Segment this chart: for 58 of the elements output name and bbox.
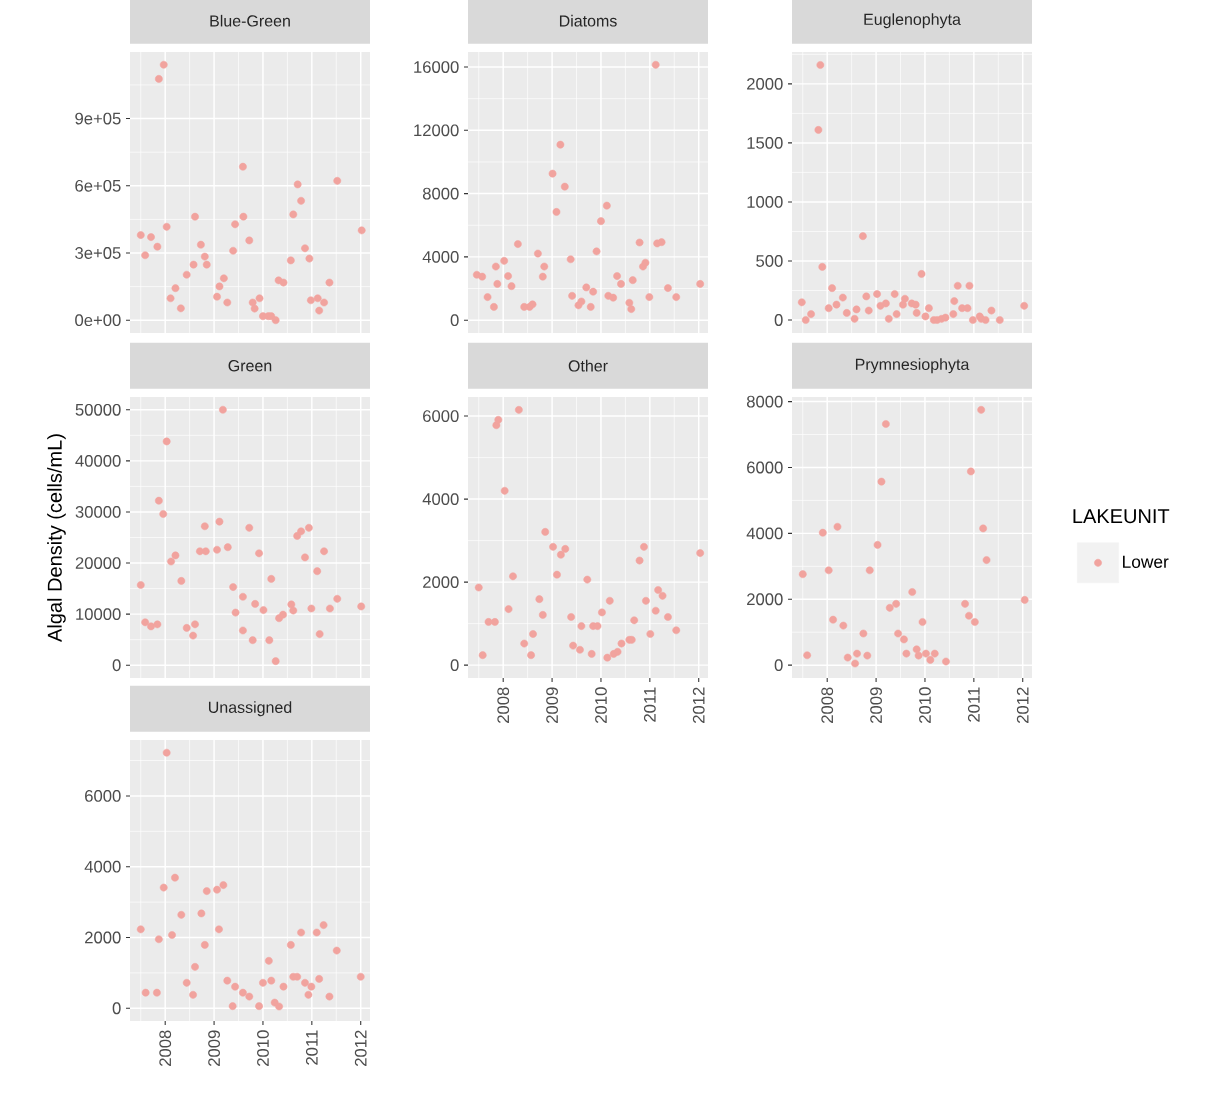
y-tick-label: 0 [774,659,783,672]
y-tick-label: 6000 [423,410,459,422]
x-tick-label: 2009 [546,687,558,723]
chart-title: Diatoms [559,14,617,27]
chart-title: Other [568,359,608,372]
y-tick-label: 3e+05 [75,247,121,259]
x-tick-label: 2008 [821,687,834,723]
y-axis-title: Algal Density (cells/mL) [47,434,66,642]
y-tick-label: 1000 [747,196,783,208]
y-tick-label: 2000 [423,576,459,589]
y-tick-label: 2000 [747,593,783,606]
y-tick-label: 40000 [75,454,121,467]
y-tick-label: 0 [774,314,783,326]
y-tick-label: 0 [112,659,121,672]
y-tick-label: 500 [756,255,783,267]
chart-title: Unassigned [208,701,292,717]
y-tick-label: 10000 [76,608,121,621]
y-tick-label: 2000 [85,931,121,944]
chart-title: Green [228,360,272,372]
y-tick-label: 0 [450,314,459,327]
y-tick-label: 2000 [747,77,783,90]
chart-title: Prymnesiophyta [855,358,970,374]
y-tick-label: 1500 [747,137,783,149]
x-tick-label: 2012 [692,687,705,723]
y-tick-label: 0 [450,659,459,672]
x-tick-label: 2012 [1016,687,1029,723]
x-tick-label: 2011 [643,687,656,722]
y-tick-label: 4000 [422,251,459,263]
y-tick-label: 8000 [422,187,459,200]
x-tick-label: 2009 [208,1030,220,1066]
y-tick-label: 6000 [747,461,783,474]
chart-title: Blue-Green [210,14,290,27]
legend-label: Lower [1123,555,1169,568]
y-tick-label: 30000 [75,506,121,518]
y-tick-label: 4000 [422,493,459,505]
y-tick-label: 16000 [414,61,459,73]
y-tick-label: 9e+05 [75,112,121,125]
y-tick-label: 6000 [85,790,121,802]
y-tick-label: 4000 [746,527,783,540]
y-tick-label: 4000 [84,860,121,873]
legend-title: LAKEUNIT [1073,509,1170,524]
y-tick-label: 6e+05 [75,179,121,192]
x-tick-label: 2009 [870,687,882,723]
y-tick-label: 50000 [75,403,121,416]
x-tick-label: 2012 [354,1030,367,1066]
y-tick-label: 0 [112,1002,121,1015]
y-tick-label: 20000 [75,557,121,569]
x-tick-label: 2008 [159,1030,172,1066]
chart-title: Euglenophyta [864,13,961,29]
y-tick-label: 0e+00 [75,314,121,327]
x-tick-label: 2008 [497,687,510,723]
x-tick-label: 2010 [919,687,931,723]
y-tick-label: 12000 [414,124,459,137]
y-tick-label: 8000 [746,395,783,408]
x-tick-label: 2011 [967,687,980,722]
x-tick-label: 2010 [257,1030,269,1066]
x-tick-label: 2010 [595,687,607,723]
x-tick-label: 2011 [305,1030,318,1065]
